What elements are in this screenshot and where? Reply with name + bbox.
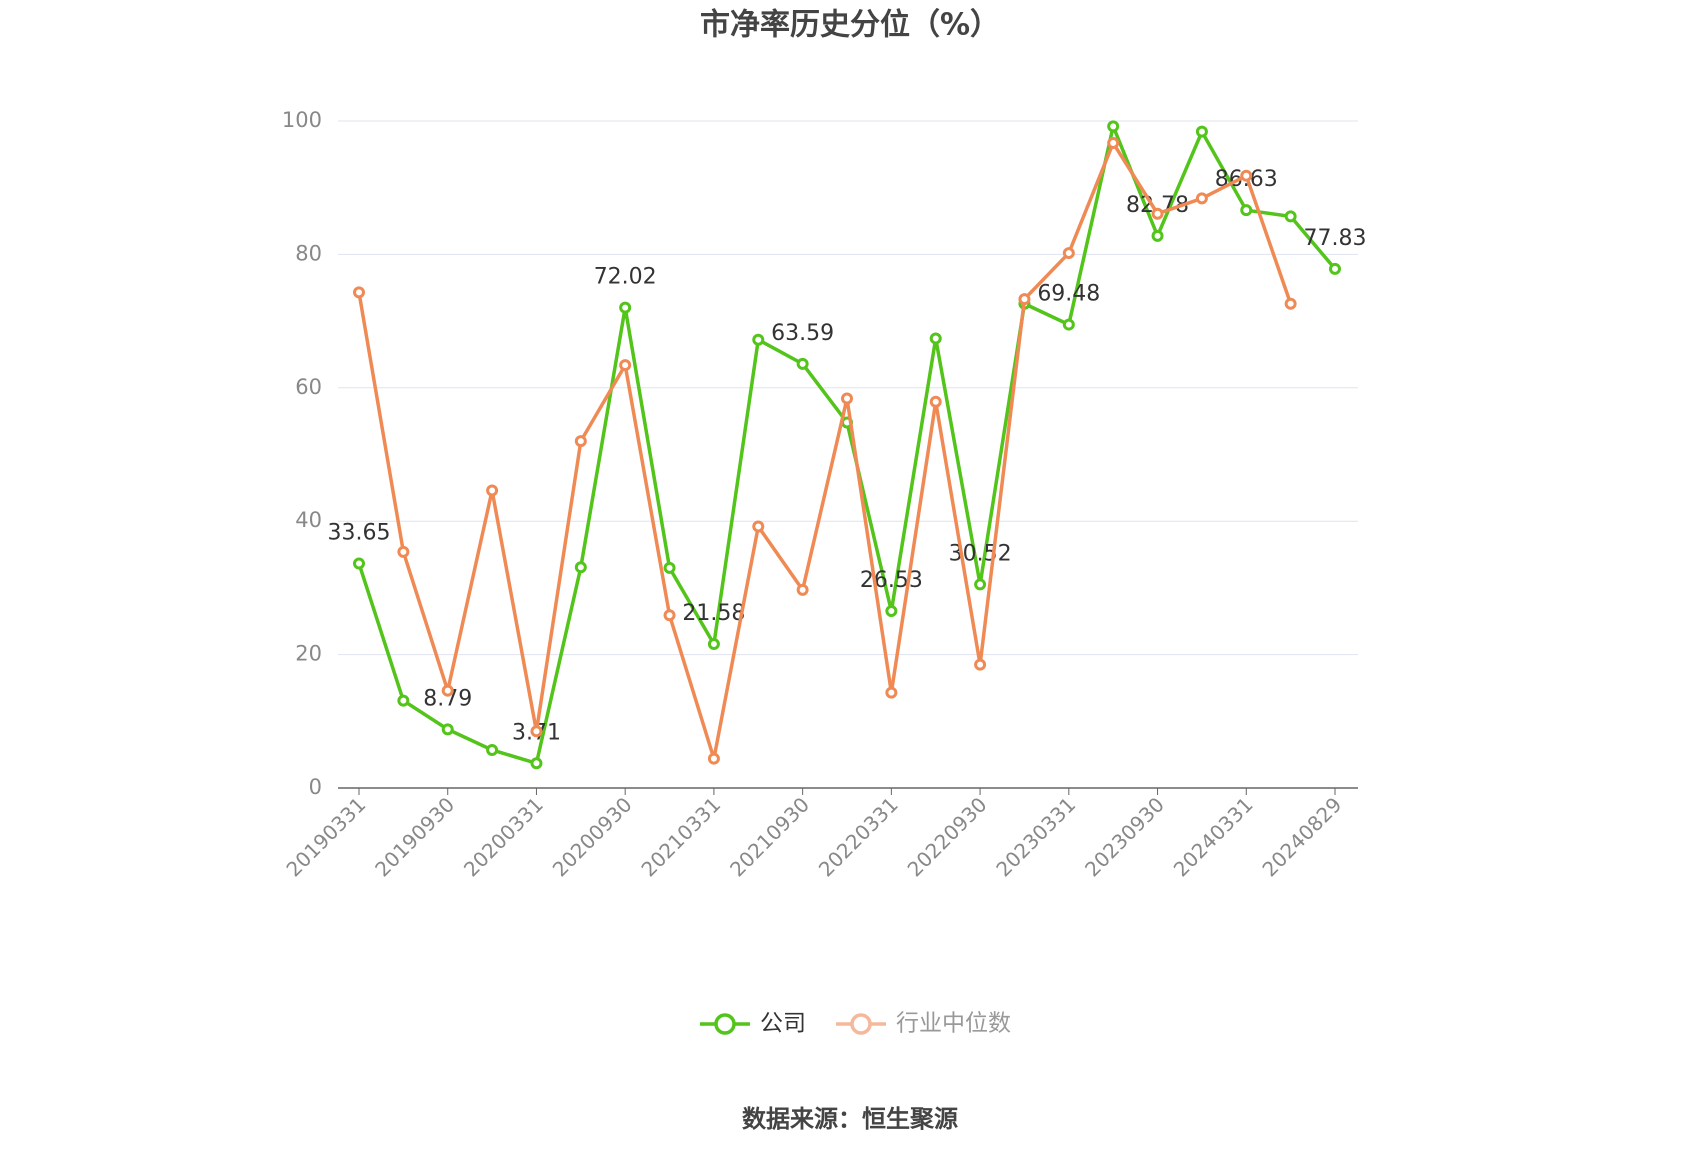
data-point: [752, 520, 765, 533]
y-tick-label: 80: [295, 241, 322, 265]
y-tick-label: 0: [309, 775, 322, 799]
source: 数据来源：恒生聚源: [742, 1105, 958, 1133]
data-point: [974, 578, 987, 591]
data-point: [397, 545, 410, 558]
series-line: [357, 120, 1337, 766]
y-tick-label: 100: [282, 108, 322, 132]
data-point: [619, 301, 632, 314]
x-tick-label: 20230331: [991, 792, 1080, 881]
data-point: [929, 395, 942, 408]
data-point: [1151, 229, 1164, 242]
data-point: [974, 658, 987, 671]
data-point: [796, 583, 809, 596]
data-label: 63.59: [771, 321, 834, 346]
data-point: [574, 435, 587, 448]
data-point: [885, 686, 898, 699]
legend-marker: [714, 1013, 736, 1035]
data-point: [929, 332, 942, 345]
data-point: [1284, 210, 1297, 223]
data-point: [1062, 318, 1075, 331]
legend-label: 公司: [760, 1011, 806, 1037]
legend-marker: [850, 1013, 872, 1035]
data-label: 26.53: [860, 568, 923, 593]
y-tick-label: 60: [295, 375, 322, 399]
data-point: [574, 561, 587, 574]
data-point: [1107, 137, 1120, 150]
data-point: [1107, 120, 1120, 133]
x-tick-label: 20200930: [548, 792, 637, 881]
data-point: [530, 725, 543, 738]
x-tick-label: 20200331: [459, 792, 548, 881]
data-point: [1240, 204, 1253, 217]
y-tick-label: 20: [295, 642, 322, 666]
data-label: 21.58: [682, 601, 745, 626]
x-tick-label: 20210331: [636, 792, 725, 881]
x-tick-label: 20220930: [903, 792, 992, 881]
data-point: [1018, 293, 1031, 306]
data-label: 69.48: [1037, 282, 1100, 307]
data-point: [885, 605, 898, 618]
legend-label: 行业中位数: [896, 1011, 1011, 1037]
x-tick-label: 20220331: [814, 792, 903, 881]
data-point: [1062, 247, 1075, 260]
data-point: [663, 609, 676, 622]
data-label: 72.02: [594, 265, 657, 290]
data-label: 30.52: [949, 541, 1012, 566]
data-point: [752, 333, 765, 346]
data-point: [1329, 262, 1341, 275]
data-point: [1195, 125, 1208, 138]
x-tick-label: 20190331: [281, 792, 370, 881]
data-point: [841, 392, 853, 405]
x-tick-label: 20240331: [1169, 792, 1258, 881]
y-tick-label: 40: [295, 508, 322, 532]
data-point: [353, 286, 365, 299]
data-point: [486, 743, 499, 756]
x-tick-label: 20190930: [370, 792, 459, 881]
x-tick-label: 20240829: [1257, 792, 1346, 881]
x-tick-label: 20230930: [1080, 792, 1169, 881]
data-point: [1240, 169, 1253, 182]
data-point: [397, 694, 410, 707]
data-point: [619, 359, 632, 372]
data-point: [663, 561, 676, 574]
data-point: [707, 638, 720, 651]
data-point: [796, 357, 809, 370]
data-point: [353, 557, 365, 570]
data-label: 33.65: [328, 521, 391, 546]
data-point: [486, 484, 499, 497]
data-point: [1284, 297, 1297, 310]
data-point: [707, 752, 720, 765]
data-point: [1195, 192, 1208, 205]
data-point: [1151, 207, 1164, 220]
data-point: [441, 684, 454, 697]
chart-title: 市净率历史分位（%）: [700, 8, 1000, 43]
series-line: [357, 139, 1293, 760]
data-point: [441, 723, 454, 736]
x-tick-label: 20210930: [725, 792, 814, 881]
data-point: [530, 757, 543, 770]
data-label: 77.83: [1304, 226, 1367, 251]
